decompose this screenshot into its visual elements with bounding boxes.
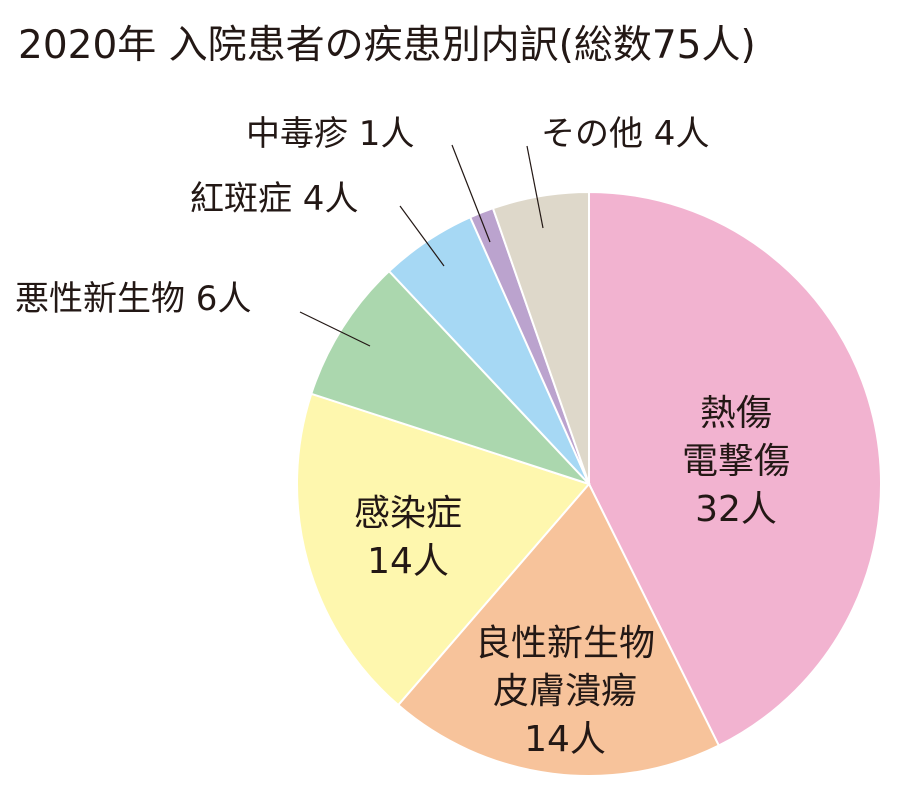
slice-label-benign-ulcer: 良性新生物皮膚潰瘍 14人 — [475, 623, 655, 760]
slice-label-other: その他 4人 — [541, 114, 709, 154]
slice-label-erythema: 紅斑症 4人 — [190, 179, 358, 219]
leader-line-toxicoderma — [451, 144, 491, 243]
pie-slice-burn — [588, 190, 882, 747]
slice-label-toxicoderma: 中毒疹 1人 — [246, 114, 414, 154]
leader-line-malignant — [299, 311, 371, 347]
pie-slice-infection — [296, 392, 591, 707]
slice-label-infection: 感染症 14人 — [354, 493, 462, 582]
slice-label-burn: 熱傷電撃傷 32人 — [682, 393, 790, 530]
slice-label-malignant: 悪性新生物 6人 — [15, 279, 251, 319]
chart-title: 2020年 入院患者の疾患別内訳(総数75人) — [18, 23, 756, 68]
pie-slice-malignant — [310, 269, 590, 485]
leader-line-other — [526, 145, 544, 229]
pie-slice-other — [491, 190, 590, 485]
pie-slice-benign-ulcer — [396, 482, 721, 777]
leader-line-erythema — [399, 205, 445, 267]
